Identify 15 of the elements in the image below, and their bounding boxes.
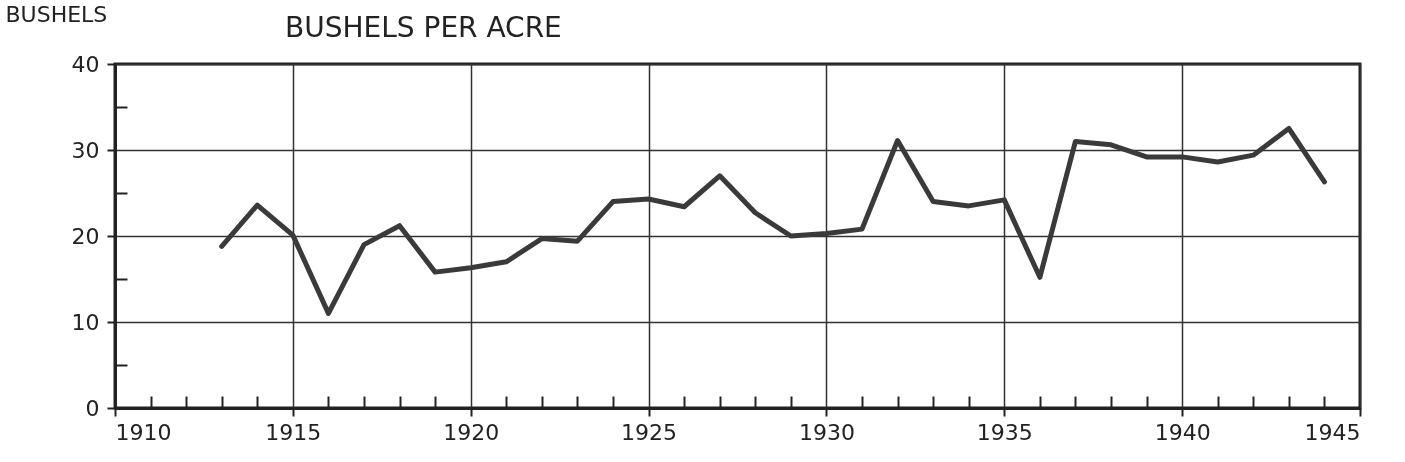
- x-tick-label: 1935: [976, 419, 1033, 445]
- y-tick-label: 40: [71, 51, 100, 77]
- x-tick-label: 1920: [443, 419, 500, 445]
- y-tick-label: 10: [71, 309, 100, 335]
- x-tick-label: 1910: [115, 419, 172, 445]
- x-tick-label: 1915: [265, 419, 322, 445]
- y-axis-title: BUSHELS: [5, 1, 108, 27]
- chart-title: BUSHELS PER ACRE: [285, 11, 562, 44]
- y-tick-label: 0: [85, 395, 100, 421]
- x-tick-label: 1940: [1154, 419, 1211, 445]
- x-tick-label: 1945: [1304, 419, 1361, 445]
- x-tick-label: 1925: [621, 419, 678, 445]
- x-tick-label: 1930: [798, 419, 855, 445]
- y-tick-label: 30: [71, 137, 100, 163]
- y-tick-label: 20: [71, 223, 100, 249]
